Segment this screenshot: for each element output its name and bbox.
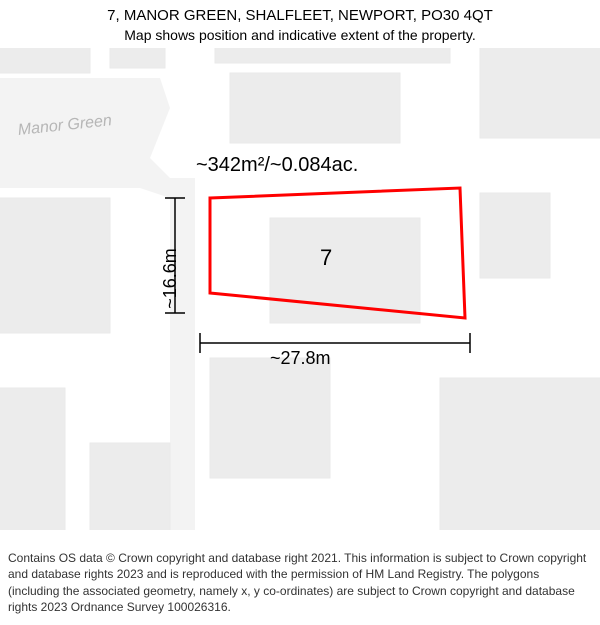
height-label: ~16.6m [160, 248, 181, 309]
building-shape [0, 198, 110, 333]
plot-number-label: 7 [320, 245, 332, 271]
page-title: 7, MANOR GREEN, SHALFLEET, NEWPORT, PO30… [0, 6, 600, 26]
header: 7, MANOR GREEN, SHALFLEET, NEWPORT, PO30… [0, 0, 600, 45]
area-label: ~342m²/~0.084ac. [196, 154, 358, 177]
property-map: Manor Green ~342m²/~0.084ac. ~16.6m ~27.… [0, 48, 600, 530]
building-shape [0, 388, 65, 530]
page-container: 7, MANOR GREEN, SHALFLEET, NEWPORT, PO30… [0, 0, 600, 625]
building-shape [110, 48, 165, 68]
building-shape [210, 358, 330, 478]
building-shape [0, 48, 90, 73]
copyright-footer: Contains OS data © Crown copyright and d… [0, 544, 600, 625]
building-shape [440, 378, 600, 530]
building-shape [480, 48, 600, 138]
building-shape [480, 193, 550, 278]
building-shape [215, 48, 450, 63]
building-shape [230, 73, 400, 143]
page-subtitle: Map shows position and indicative extent… [0, 26, 600, 45]
width-label: ~27.8m [270, 348, 331, 369]
building-shape [90, 443, 170, 530]
